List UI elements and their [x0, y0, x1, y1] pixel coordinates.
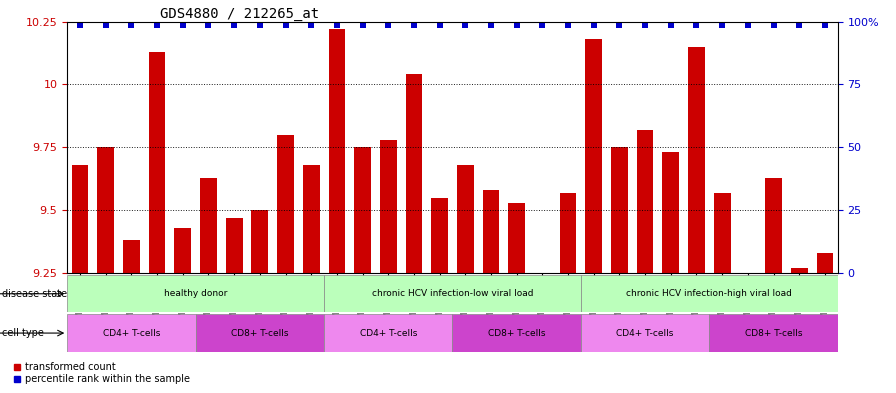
- Bar: [816, 253, 833, 273]
- Point: [304, 22, 318, 29]
- Point: [664, 22, 678, 29]
- Bar: [452, 314, 581, 352]
- Bar: [457, 165, 474, 273]
- Point: [741, 22, 755, 29]
- Bar: [662, 152, 679, 273]
- Point: [99, 22, 113, 29]
- Bar: [581, 275, 838, 312]
- Bar: [67, 275, 324, 312]
- Text: chronic HCV infection-high viral load: chronic HCV infection-high viral load: [626, 289, 792, 298]
- Bar: [277, 135, 294, 273]
- Point: [715, 22, 729, 29]
- Point: [484, 22, 498, 29]
- Point: [73, 22, 87, 29]
- Bar: [324, 314, 452, 352]
- Legend: transformed count, percentile rank within the sample: transformed count, percentile rank withi…: [9, 358, 194, 388]
- Bar: [354, 147, 371, 273]
- Bar: [324, 275, 581, 312]
- Text: CD4+ T-cells: CD4+ T-cells: [359, 329, 417, 338]
- Text: CD8+ T-cells: CD8+ T-cells: [488, 329, 546, 338]
- Text: GDS4880 / 212265_at: GDS4880 / 212265_at: [159, 7, 319, 20]
- Bar: [585, 39, 602, 273]
- Point: [766, 22, 780, 29]
- Bar: [581, 314, 710, 352]
- Point: [792, 22, 806, 29]
- Bar: [226, 218, 243, 273]
- Point: [381, 22, 395, 29]
- Bar: [710, 314, 838, 352]
- Point: [227, 22, 241, 29]
- Bar: [175, 228, 191, 273]
- Point: [458, 22, 472, 29]
- Bar: [431, 198, 448, 273]
- Bar: [483, 190, 499, 273]
- Point: [176, 22, 190, 29]
- Point: [510, 22, 524, 29]
- Point: [407, 22, 421, 29]
- Point: [433, 22, 447, 29]
- Point: [612, 22, 626, 29]
- Bar: [380, 140, 397, 273]
- Bar: [611, 147, 628, 273]
- Point: [638, 22, 652, 29]
- Text: CD8+ T-cells: CD8+ T-cells: [745, 329, 802, 338]
- Point: [356, 22, 370, 29]
- Bar: [714, 193, 730, 273]
- Bar: [688, 47, 705, 273]
- Text: cell type: cell type: [2, 328, 44, 338]
- Bar: [195, 314, 324, 352]
- Point: [330, 22, 344, 29]
- Text: chronic HCV infection-low viral load: chronic HCV infection-low viral load: [372, 289, 533, 298]
- Bar: [123, 241, 140, 273]
- Bar: [791, 268, 807, 273]
- Point: [561, 22, 575, 29]
- Bar: [303, 165, 320, 273]
- Bar: [329, 29, 345, 273]
- Point: [150, 22, 164, 29]
- Point: [125, 22, 139, 29]
- Bar: [765, 178, 782, 273]
- Text: CD4+ T-cells: CD4+ T-cells: [103, 329, 160, 338]
- Point: [535, 22, 549, 29]
- Bar: [98, 147, 114, 273]
- Bar: [637, 130, 653, 273]
- Bar: [72, 165, 89, 273]
- Point: [279, 22, 293, 29]
- Text: CD8+ T-cells: CD8+ T-cells: [231, 329, 289, 338]
- Text: disease state: disease state: [2, 289, 67, 299]
- Bar: [508, 203, 525, 273]
- Point: [818, 22, 832, 29]
- Bar: [252, 210, 268, 273]
- Bar: [149, 52, 166, 273]
- Text: CD4+ T-cells: CD4+ T-cells: [616, 329, 674, 338]
- Bar: [67, 314, 195, 352]
- Point: [689, 22, 703, 29]
- Bar: [200, 178, 217, 273]
- Point: [253, 22, 267, 29]
- Bar: [406, 74, 422, 273]
- Point: [587, 22, 601, 29]
- Point: [202, 22, 216, 29]
- Bar: [560, 193, 576, 273]
- Text: healthy donor: healthy donor: [164, 289, 228, 298]
